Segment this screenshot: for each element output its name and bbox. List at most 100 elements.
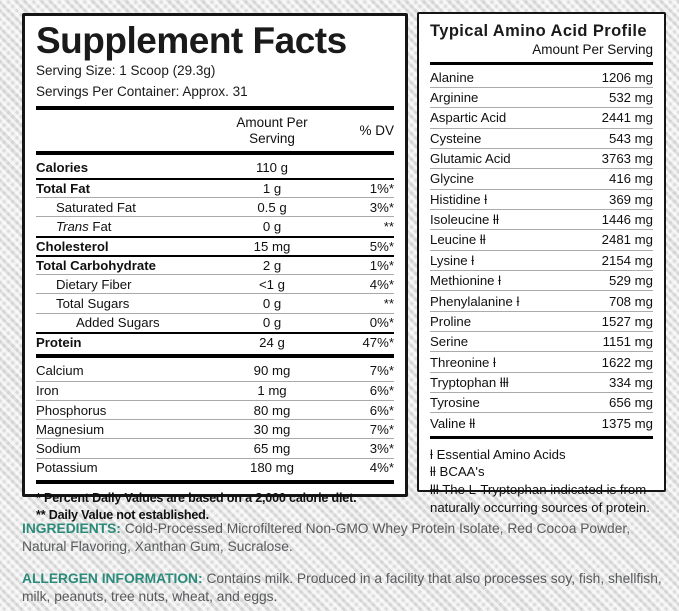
facts-row: Dietary Fiber <1 g 4%* <box>36 274 394 293</box>
amino-row: Cysteine 543 mg <box>430 129 653 149</box>
row-amount: 2 g <box>262 257 282 273</box>
amino-amount: 529 mg <box>609 273 653 289</box>
row-amount: 90 mg <box>253 363 291 379</box>
amino-label: Aspartic Acid <box>430 110 507 126</box>
serving-size: Serving Size: 1 Scoop (29.3g) <box>36 63 216 79</box>
facts-row: Added Sugars 0 g 0%* <box>36 312 394 332</box>
amino-amount: 2154 mg <box>601 252 653 268</box>
row-amount: 0 g <box>262 296 282 312</box>
amino-label: Glutamic Acid <box>430 151 511 167</box>
amino-amount: 1446 mg <box>601 212 653 228</box>
facts-row: Calories 110 g <box>36 158 394 177</box>
facts-row: Total Fat 1 g 1%* <box>36 177 394 197</box>
amino-label: Lysine ƚ <box>430 252 475 268</box>
amino-label: Serine <box>430 334 469 350</box>
row-label: Total Sugars <box>56 296 130 312</box>
divider-bar <box>430 435 653 439</box>
amino-panel-title: Typical Amino Acid Profile <box>430 22 647 40</box>
row-dv: ** <box>383 296 394 312</box>
row-amount: 0 g <box>262 218 282 234</box>
divider-bar <box>430 61 653 65</box>
amino-amount: 1622 mg <box>601 354 653 370</box>
amino-amount: 1206 mg <box>601 69 653 85</box>
allergen-text: Contains milk. Produced in a facility th… <box>22 570 662 605</box>
divider-bar <box>36 106 394 111</box>
row-label: Dietary Fiber <box>56 276 132 292</box>
amino-amount: 656 mg <box>609 395 653 411</box>
amino-acid-panel: Typical Amino Acid Profile Amount Per Se… <box>417 12 666 515</box>
amino-amount: 1375 mg <box>601 415 653 431</box>
amino-label: Valine ƚƚ <box>430 415 476 431</box>
amino-row: Alanine 1206 mg <box>430 68 653 88</box>
amino-panel-subtitle: Amount Per Serving <box>532 42 653 57</box>
amino-row: Tryptophan ƚƚƚ 334 mg <box>430 373 653 394</box>
amino-amount: 3763 mg <box>601 151 653 167</box>
amino-label: Glycine <box>430 171 474 187</box>
row-dv: 7%* <box>369 363 394 379</box>
amino-row: Aspartic Acid 2441 mg <box>430 108 653 129</box>
amino-row: Glutamic Acid 3763 mg <box>430 149 653 170</box>
amino-label: Isoleucine ƚƚ <box>430 212 499 228</box>
facts-row: Cholesterol 15 mg 5%* <box>36 235 394 255</box>
dv-header: % DV <box>359 123 394 139</box>
row-label: Total Fat <box>36 180 90 196</box>
amount-header-line1: Amount Per <box>236 115 308 131</box>
row-amount: 180 mg <box>250 460 294 476</box>
row-dv: 6%* <box>369 383 394 399</box>
row-label: Phosphorus <box>36 402 107 418</box>
facts-row: Sodium 65 mg 3%* <box>36 438 394 457</box>
row-label: Saturated Fat <box>56 199 136 215</box>
row-dv: 1%* <box>369 180 394 196</box>
amino-amount: 1151 mg <box>602 334 653 350</box>
divider-bar <box>36 151 394 156</box>
row-amount: 65 mg <box>253 441 291 457</box>
amino-row: Methionine ƚ 529 mg <box>430 271 653 292</box>
row-amount: 110 g <box>255 160 289 176</box>
row-dv: 0%* <box>369 315 394 331</box>
amino-footnote-line: ƚ Essential Amino Acids <box>430 446 566 462</box>
amino-row: Histidine ƚ 369 mg <box>430 190 653 210</box>
amount-per-serving-header: Amount Per Serving <box>206 115 338 146</box>
row-amount: 0 g <box>262 315 282 331</box>
amount-header-line2: Serving <box>249 130 295 146</box>
row-label: Protein <box>36 335 82 351</box>
facts-row: Iron 1 mg 6%* <box>36 380 394 400</box>
row-dv: 1%* <box>369 257 394 273</box>
footnote-line: ** Daily Value not established. <box>36 507 209 522</box>
supplement-facts-title: Supplement Facts <box>36 20 347 61</box>
row-dv: 3%* <box>369 199 394 215</box>
row-label: Total Carbohydrate <box>36 257 156 273</box>
facts-row: Calcium 90 mg 7%* <box>36 361 394 380</box>
amino-label: Phenylalanine ƚ <box>430 293 520 309</box>
amino-row: Isoleucine ƚƚ 1446 mg <box>430 210 653 231</box>
ingredients-heading: INGREDIENTS: <box>22 520 121 536</box>
amino-row: Tyrosine 656 mg <box>430 393 653 414</box>
amino-label: Leucine ƚƚ <box>430 232 486 248</box>
amino-label: Tryptophan ƚƚƚ <box>430 374 509 390</box>
amino-row: Threonine ƚ 1622 mg <box>430 352 653 373</box>
mineral-rows: Calcium 90 mg 7%* Iron 1 mg 6%* Phosphorus 80 m… <box>36 361 394 477</box>
daily-value-footnotes: * Percent Daily Values are based on a 2,… <box>36 487 394 523</box>
amino-row: Arginine 532 mg <box>430 88 653 109</box>
divider-bar <box>36 354 394 359</box>
facts-row: Potassium 180 mg 4%* <box>36 457 394 477</box>
amino-label: Proline <box>430 313 472 329</box>
allergen-heading: ALLERGEN INFORMATION: <box>22 570 203 586</box>
row-dv: ** <box>383 218 394 234</box>
row-label: Iron <box>36 383 59 399</box>
facts-row: Magnesium 30 mg 7%* <box>36 419 394 438</box>
facts-row: Total Carbohydrate 2 g 1%* <box>36 254 394 274</box>
amino-amount: 334 mg <box>609 374 653 390</box>
amino-label: Tyrosine <box>430 395 480 411</box>
row-amount: 24 g <box>259 335 285 351</box>
facts-row: Total Sugars 0 g ** <box>36 293 394 312</box>
amino-acid-rows: Alanine 1206 mg Arginine 532 mg Aspartic Aci… <box>430 68 653 433</box>
row-label: Cholesterol <box>36 238 109 254</box>
row-amount: 15 mg <box>253 238 291 254</box>
amino-label: Cysteine <box>430 130 482 146</box>
row-label: Calcium <box>36 363 84 379</box>
facts-row: Protein 24 g 47%* <box>36 331 394 351</box>
allergen-paragraph: ALLERGEN INFORMATION: Contains milk. Pro… <box>22 570 670 607</box>
row-label: Trans Fat <box>56 218 112 234</box>
row-amount: 0.5 g <box>257 199 287 215</box>
